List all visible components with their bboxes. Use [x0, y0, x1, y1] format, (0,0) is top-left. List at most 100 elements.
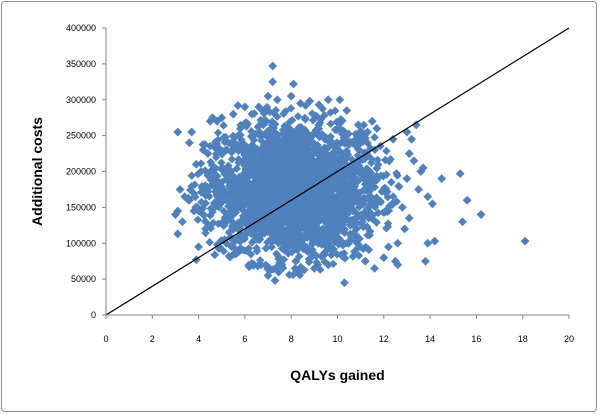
data-point [233, 224, 243, 234]
data-point [254, 102, 264, 112]
data-point [236, 120, 245, 130]
data-point [352, 132, 362, 142]
data-point [309, 233, 318, 242]
data-point [207, 160, 217, 170]
data-point [252, 171, 261, 180]
data-point [300, 113, 310, 123]
data-point [340, 228, 349, 238]
data-point [335, 95, 345, 105]
data-point [294, 224, 304, 234]
data-point [184, 138, 194, 148]
data-point [314, 216, 324, 226]
data-point [334, 225, 343, 234]
data-point [231, 244, 240, 254]
data-point [400, 224, 410, 234]
data-point [268, 61, 278, 71]
data-point [222, 191, 232, 200]
data-point [308, 208, 317, 217]
data-point [263, 271, 273, 280]
data-point [383, 193, 392, 202]
x-axis-title: QALYs gained [290, 367, 384, 383]
data-point [428, 199, 437, 209]
data-point [213, 135, 223, 145]
data-point [341, 239, 351, 248]
data-point [299, 220, 309, 230]
data-point [245, 153, 254, 162]
x-tick-label: 20 [564, 334, 574, 344]
data-point [326, 119, 335, 129]
x-tick-label: 6 [242, 334, 247, 344]
data-point [219, 246, 228, 256]
data-point [338, 163, 347, 172]
data-point [277, 140, 286, 150]
data-point [320, 170, 330, 180]
data-point [320, 239, 329, 249]
data-point [423, 238, 433, 248]
data-point [363, 244, 372, 253]
data-point [277, 216, 287, 226]
data-point [272, 95, 282, 105]
data-point [242, 122, 251, 131]
data-point [353, 151, 363, 160]
data-point [241, 216, 250, 226]
data-point [224, 228, 234, 237]
data-point [300, 132, 309, 142]
data-point [278, 144, 287, 153]
data-point [293, 245, 302, 255]
data-point [294, 167, 304, 176]
data-point [189, 189, 199, 198]
data-point [345, 202, 354, 212]
data-point [317, 154, 327, 164]
data-point [334, 240, 343, 249]
data-point [286, 137, 295, 146]
data-point [293, 152, 303, 162]
data-point [205, 238, 214, 247]
data-point [171, 210, 180, 219]
data-point [359, 173, 369, 182]
y-axis-title: Additional costs [29, 117, 45, 226]
data-point [230, 184, 239, 193]
data-point [253, 179, 262, 189]
reference-line [105, 27, 570, 316]
data-point [321, 218, 331, 228]
data-point [198, 145, 208, 155]
data-point [372, 124, 382, 133]
data-point [297, 210, 306, 220]
x-tick-label: 2 [150, 334, 155, 344]
data-point [266, 187, 275, 197]
data-point [296, 262, 305, 272]
data-point [259, 225, 268, 234]
data-point [173, 229, 183, 239]
data-point [282, 122, 292, 132]
data-point [367, 116, 377, 126]
data-point [224, 251, 234, 261]
data-point [220, 169, 229, 179]
data-point [297, 157, 307, 166]
data-point [339, 253, 348, 262]
data-point [227, 155, 237, 164]
data-point [388, 192, 398, 201]
data-point [360, 207, 370, 217]
data-point [358, 217, 367, 226]
data-point [235, 172, 244, 181]
data-point [393, 171, 402, 180]
data-point [256, 260, 266, 270]
data-point [269, 126, 278, 136]
data-point [379, 253, 389, 262]
data-point [224, 161, 233, 170]
data-point [241, 141, 250, 150]
y-axis-ticks: 0 50000 100000 150000 200000 250000 300000 3500… [66, 23, 106, 320]
data-point [239, 148, 248, 157]
data-point [287, 116, 297, 125]
data-point [388, 134, 398, 144]
data-point [268, 137, 278, 146]
data-point [315, 130, 324, 139]
data-point [311, 168, 321, 178]
data-point [350, 247, 359, 256]
data-point [281, 107, 290, 116]
data-point [335, 119, 345, 128]
data-point [328, 163, 337, 173]
data-point [351, 174, 360, 183]
data-point [261, 201, 270, 211]
